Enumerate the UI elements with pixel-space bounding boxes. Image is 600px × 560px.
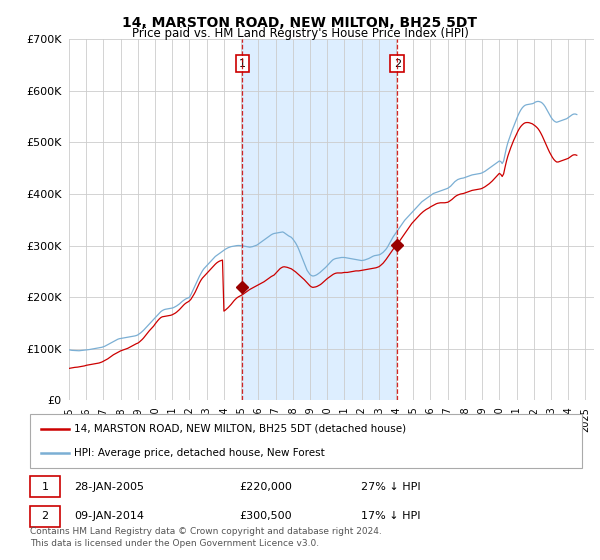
Text: 2: 2 bbox=[41, 511, 49, 521]
Text: HPI: Average price, detached house, New Forest: HPI: Average price, detached house, New … bbox=[74, 448, 325, 458]
Text: 14, MARSTON ROAD, NEW MILTON, BH25 5DT (detached house): 14, MARSTON ROAD, NEW MILTON, BH25 5DT (… bbox=[74, 424, 406, 434]
Text: Price paid vs. HM Land Registry's House Price Index (HPI): Price paid vs. HM Land Registry's House … bbox=[131, 27, 469, 40]
Bar bbox=[242, 39, 397, 400]
Text: 09-JAN-2014: 09-JAN-2014 bbox=[74, 511, 144, 521]
Text: Contains HM Land Registry data © Crown copyright and database right 2024.
This d: Contains HM Land Registry data © Crown c… bbox=[30, 527, 382, 548]
Text: £220,000: £220,000 bbox=[240, 482, 293, 492]
Text: 14, MARSTON ROAD, NEW MILTON, BH25 5DT: 14, MARSTON ROAD, NEW MILTON, BH25 5DT bbox=[122, 16, 478, 30]
Text: 1: 1 bbox=[239, 59, 246, 69]
Text: £300,500: £300,500 bbox=[240, 511, 292, 521]
Text: 28-JAN-2005: 28-JAN-2005 bbox=[74, 482, 144, 492]
FancyBboxPatch shape bbox=[30, 414, 582, 468]
Text: 1: 1 bbox=[41, 482, 49, 492]
FancyBboxPatch shape bbox=[30, 506, 61, 527]
Text: 2: 2 bbox=[394, 59, 401, 69]
Text: 17% ↓ HPI: 17% ↓ HPI bbox=[361, 511, 421, 521]
FancyBboxPatch shape bbox=[30, 476, 61, 497]
Text: 27% ↓ HPI: 27% ↓ HPI bbox=[361, 482, 421, 492]
